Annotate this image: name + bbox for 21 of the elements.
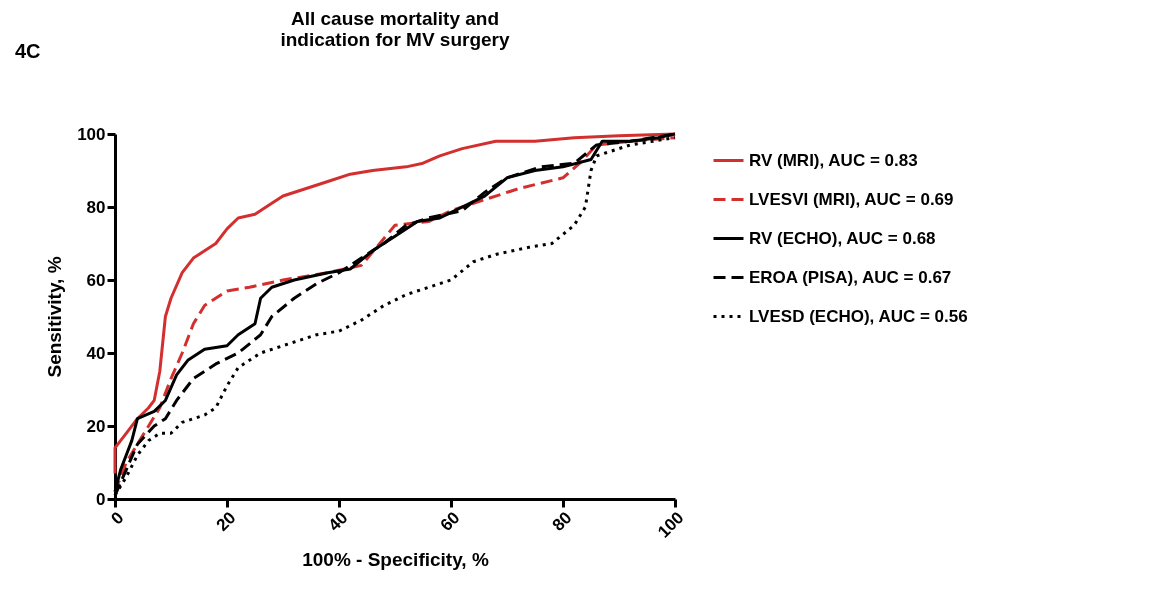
x-axis-title: 100% - Specificity, % — [302, 548, 489, 570]
x-tick-label: 80 — [548, 508, 576, 535]
legend-label: EROA (PISA), AUC = 0.67 — [749, 267, 952, 287]
chart-title: All cause mortality and indication for MV surgery — [280, 8, 510, 50]
y-tick-label: 60 — [86, 270, 106, 290]
y-axis-title: Sensitivity, % — [44, 256, 66, 378]
x-tick-label: 60 — [436, 508, 464, 535]
x-tick-label: 0 — [107, 508, 128, 529]
y-tick-label: 100 — [77, 124, 106, 144]
legend-label: RV (ECHO), AUC = 0.68 — [749, 228, 936, 248]
legend-label: LVESD (ECHO), AUC = 0.56 — [749, 306, 968, 326]
x-tick-label: 100 — [654, 508, 688, 542]
x-tick-label: 40 — [324, 508, 352, 535]
legend-label: RV (MRI), AUC = 0.83 — [749, 150, 918, 170]
y-tick-label: 0 — [96, 489, 106, 509]
legend-label: LVESVI (MRI), AUC = 0.69 — [749, 189, 954, 209]
text: 4C — [15, 40, 41, 62]
y-tick-label: 80 — [86, 197, 106, 217]
y-tick-label: 40 — [86, 343, 106, 363]
x-tick-label: 20 — [212, 508, 240, 535]
y-tick-label: 20 — [86, 416, 106, 436]
